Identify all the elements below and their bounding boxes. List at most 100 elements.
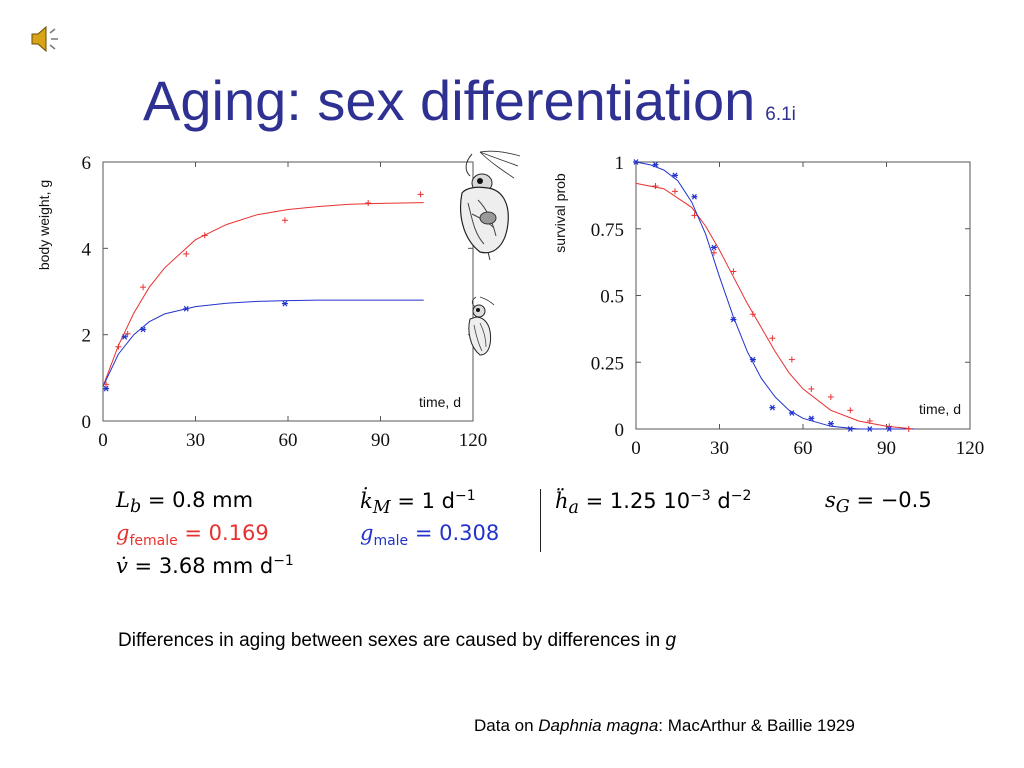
caption-text: Differences in aging between sexes are c… xyxy=(118,630,666,651)
data-point-star xyxy=(769,404,776,411)
data-point-star xyxy=(103,385,110,392)
x-tick-label: 120 xyxy=(459,430,488,451)
data-point-plus xyxy=(710,249,717,256)
eq-sG-symbol: s xyxy=(825,488,836,512)
data-point-plus xyxy=(103,381,110,388)
speaker-icon[interactable] xyxy=(28,24,64,54)
data-point-star xyxy=(671,172,678,179)
data-point-star xyxy=(730,316,737,323)
data-point-plus xyxy=(183,250,190,257)
y-tick-label: 0 xyxy=(82,412,92,433)
data-point-plus xyxy=(671,188,678,195)
data-point-plus xyxy=(417,191,424,198)
survival-chart: 0 30 60 90 120 0 0.25 0.5 0.75 1 time, d survival p… xyxy=(552,153,985,459)
data-point-star xyxy=(710,244,717,251)
fit-curve xyxy=(102,299,424,387)
x-tick-label: 90 xyxy=(877,438,896,459)
eq-ha-symbol: ḧ xyxy=(555,489,569,513)
source-prefix: Data on xyxy=(474,716,539,735)
eq-Lb-symbol: L xyxy=(116,488,130,512)
data-point-plus xyxy=(652,183,659,190)
x-tick-label: 120 xyxy=(956,438,985,459)
eq-gf-sub: female xyxy=(129,533,178,550)
body-weight-chart: 0 30 60 90 120 0 2 4 6 time, d body weight, g xyxy=(36,153,488,451)
data-point-star xyxy=(281,300,288,307)
data-point-star xyxy=(183,305,190,312)
slide-number: 6.1i xyxy=(765,104,796,125)
y-tick-label: 0 xyxy=(615,420,625,441)
data-point-star xyxy=(808,415,815,422)
eq-gm-symbol: g xyxy=(360,521,374,545)
data-point-plus xyxy=(124,330,131,337)
data-point-star xyxy=(691,193,698,200)
eq-sG-value: = −0.5 xyxy=(849,488,932,512)
caption-variable: g xyxy=(665,630,677,651)
y-axis-label: survival prob xyxy=(552,173,568,253)
data-point-plus xyxy=(808,385,815,392)
x-tick-label: 30 xyxy=(710,438,729,459)
eq-ha-value2: d xyxy=(710,489,731,513)
eq-g-female: gfemale = 0.169 xyxy=(116,521,269,550)
plot-frame xyxy=(102,161,474,422)
eq-ha-exp2: −2 xyxy=(730,488,752,504)
eq-Lb: Lb = 0.8 mm xyxy=(116,488,253,517)
data-point-plus xyxy=(281,217,288,224)
x-tick-label: 0 xyxy=(98,430,108,451)
x-tick-label: 0 xyxy=(631,438,641,459)
data-point-star xyxy=(121,333,128,340)
x-tick-label: 60 xyxy=(279,430,298,451)
data-point-star xyxy=(633,159,639,165)
eq-kM-sub: M xyxy=(372,498,391,519)
data-point-star xyxy=(866,426,873,432)
eq-v-value: = 3.68 mm d xyxy=(127,554,274,578)
fit-curve xyxy=(635,182,915,430)
daphnia-male-image xyxy=(462,295,497,360)
eq-sG: sG = −0.5 xyxy=(825,488,932,517)
y-tick-label: 0.5 xyxy=(600,287,624,308)
eq-v-symbol: v̇ xyxy=(116,554,128,578)
eq-v-exp: −1 xyxy=(273,553,294,569)
eq-kM-symbol: k̇ xyxy=(360,489,373,513)
eq-Lb-sub: b xyxy=(129,497,142,518)
eq-divider xyxy=(540,489,541,552)
data-point-plus xyxy=(691,212,698,219)
eq-gm-sub: male xyxy=(373,533,409,550)
eq-ha-exp1: −3 xyxy=(690,488,711,504)
source-species: Daphnia magna xyxy=(538,716,659,735)
data-point-plus xyxy=(749,311,756,318)
y-tick-label: 0.75 xyxy=(591,220,624,241)
eq-kM-value: = 1 d xyxy=(390,489,455,513)
y-tick-label: 1 xyxy=(615,153,625,174)
y-tick-label: 4 xyxy=(82,239,92,260)
slide-title: Aging: sex differentiation 6.1i xyxy=(143,68,796,133)
y-tick-label: 0.25 xyxy=(591,353,624,374)
data-point-plus xyxy=(788,356,795,363)
data-point-star xyxy=(847,426,854,432)
y-axis-label: body weight, g xyxy=(36,180,52,270)
data-point-star xyxy=(827,420,834,427)
source-suffix: : MacArthur & Baillie 1929 xyxy=(658,716,855,735)
data-point-plus xyxy=(365,200,372,207)
x-tick-label: 60 xyxy=(794,438,813,459)
daphnia-female-image xyxy=(450,148,525,261)
data-point-star xyxy=(652,161,659,168)
eq-v: v̇ = 3.68 mm d−1 xyxy=(116,553,294,578)
fit-curve xyxy=(102,202,424,387)
data-point-plus xyxy=(201,232,208,239)
eq-gf-value: = 0.169 xyxy=(177,521,269,545)
data-point-plus xyxy=(866,417,873,424)
data-point-star xyxy=(749,356,756,363)
data-point-plus xyxy=(140,284,147,291)
data-point-star xyxy=(140,326,147,333)
x-axis-label: time, d xyxy=(419,394,461,410)
eq-kM: k̇M = 1 d−1 xyxy=(360,488,476,518)
data-point-plus xyxy=(115,343,122,350)
eq-ha: ḧa = 1.25 10−3 d−2 xyxy=(555,488,751,518)
x-axis-label: time, d xyxy=(919,401,961,417)
fit-curve xyxy=(635,161,915,430)
data-source: Data on Daphnia magna: MacArthur & Baill… xyxy=(474,716,855,736)
eq-kM-exp: −1 xyxy=(454,488,476,504)
eq-gf-symbol: g xyxy=(116,521,130,545)
eq-g-male: gmale = 0.308 xyxy=(360,521,499,550)
data-point-plus xyxy=(769,335,776,342)
